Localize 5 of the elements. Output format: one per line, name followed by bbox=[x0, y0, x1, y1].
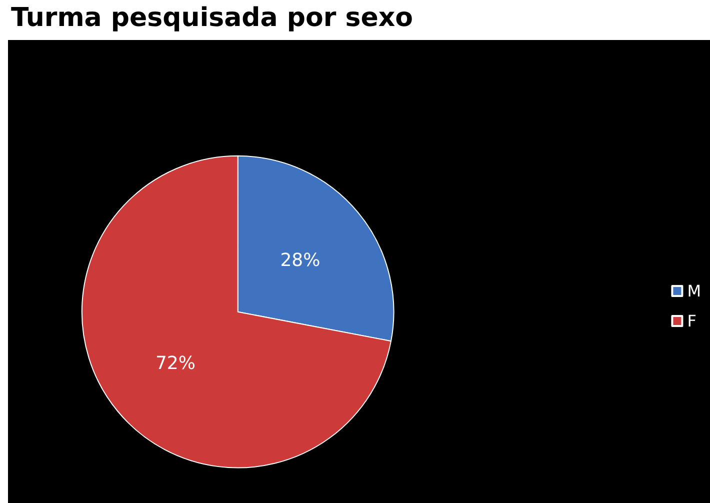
data-label: 72% bbox=[155, 352, 196, 374]
legend-label: F bbox=[687, 312, 696, 330]
legend-label: M bbox=[687, 282, 702, 300]
chart-title: Turma pesquisada por sexo bbox=[11, 3, 413, 33]
data-label: 28% bbox=[280, 250, 320, 271]
